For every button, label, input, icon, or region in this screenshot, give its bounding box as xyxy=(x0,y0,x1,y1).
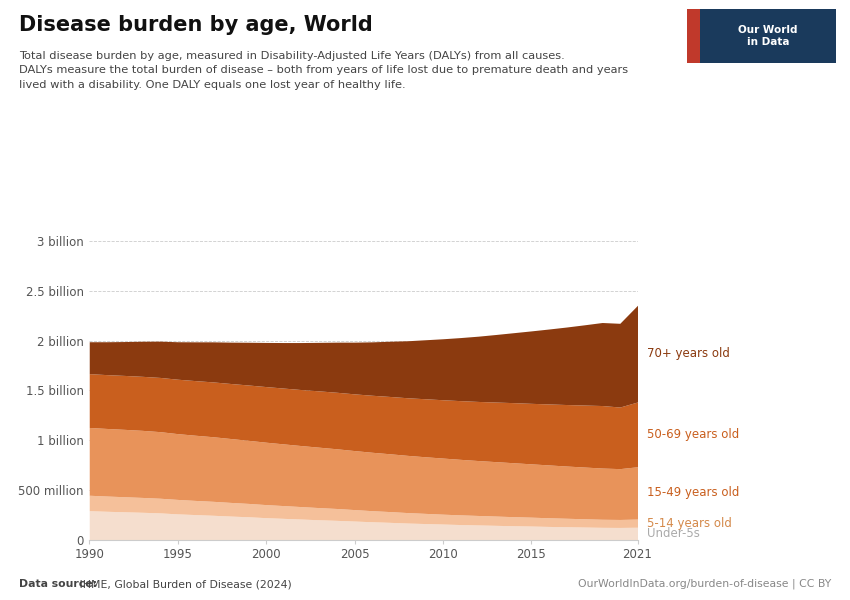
Text: Under-5s: Under-5s xyxy=(647,527,700,540)
Text: Disease burden by age, World: Disease burden by age, World xyxy=(19,15,372,35)
Text: 70+ years old: 70+ years old xyxy=(647,347,730,360)
Text: 50-69 years old: 50-69 years old xyxy=(647,428,740,441)
Text: Our World
in Data: Our World in Data xyxy=(738,25,797,47)
Text: Data source:: Data source: xyxy=(19,579,97,589)
Text: 5-14 years old: 5-14 years old xyxy=(647,517,732,530)
Text: OurWorldInData.org/burden-of-disease | CC BY: OurWorldInData.org/burden-of-disease | C… xyxy=(578,578,831,589)
Text: Total disease burden by age, measured in Disability-Adjusted Life Years (DALYs) : Total disease burden by age, measured in… xyxy=(19,51,628,90)
Text: 15-49 years old: 15-49 years old xyxy=(647,487,740,499)
Text: IHME, Global Burden of Disease (2024): IHME, Global Burden of Disease (2024) xyxy=(76,579,292,589)
